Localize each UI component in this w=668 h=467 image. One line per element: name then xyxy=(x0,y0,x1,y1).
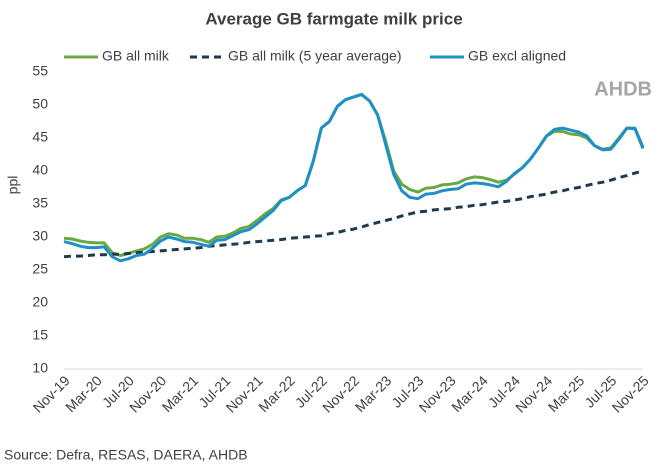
source-note: Source: Defra, RESAS, DAERA, AHDB xyxy=(4,447,248,463)
line-series xyxy=(63,169,644,259)
y-tick-label: 35 xyxy=(32,195,48,211)
y-axis-label: ppl xyxy=(5,176,21,195)
y-tick-label: 50 xyxy=(32,96,48,112)
logo: AHDB xyxy=(594,78,652,100)
x-tick-label: Mar-22 xyxy=(255,372,298,415)
y-tick-label: 25 xyxy=(32,261,48,277)
chart-title: Average GB farmgate milk price xyxy=(205,9,462,28)
y-tick-label: 45 xyxy=(32,129,48,145)
line-series xyxy=(63,92,645,263)
legend-label: GB excl aligned xyxy=(468,48,566,64)
x-tick-label: Mar-23 xyxy=(352,372,395,415)
y-tick-label: 20 xyxy=(32,294,48,310)
y-tick-label: 30 xyxy=(32,228,48,244)
y-tick-label: 15 xyxy=(32,327,48,343)
x-tick-label: Nov-25 xyxy=(609,372,652,415)
y-tick-label: 55 xyxy=(32,63,48,79)
legend-label: GB all milk (5 year average) xyxy=(228,48,402,64)
y-tick-label: 40 xyxy=(32,162,48,178)
legend-label: GB all milk xyxy=(102,48,170,64)
y-tick-label: 10 xyxy=(32,360,48,376)
x-tick-label: Mar-25 xyxy=(545,372,588,415)
x-tick-label: Mar-20 xyxy=(62,372,105,415)
x-tick-label: Mar-21 xyxy=(159,372,202,415)
x-tick-label: Mar-24 xyxy=(448,372,491,415)
line-series xyxy=(63,92,645,257)
